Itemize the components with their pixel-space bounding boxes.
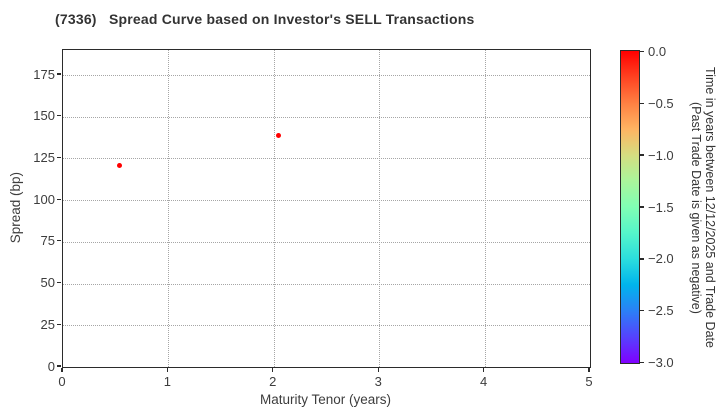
- y-tick: [56, 365, 61, 367]
- data-point: [275, 132, 281, 138]
- x-tick-label: 1: [163, 374, 172, 389]
- x-tick: [377, 367, 379, 372]
- x-tick: [588, 367, 590, 372]
- x-tick-label: 2: [269, 374, 277, 389]
- y-tick-label: 25: [40, 316, 55, 332]
- x-tick-label: 0: [58, 374, 66, 389]
- colorbar-tick: [640, 102, 644, 104]
- colorbar-tick: [640, 362, 644, 364]
- colorbar-tick-label: 0.0: [648, 43, 667, 59]
- y-gridline: [63, 116, 590, 118]
- colorbar-tick-label: −2.0: [648, 251, 674, 267]
- colorbar-tick-label: −1.0: [648, 147, 674, 163]
- data-point: [117, 162, 123, 168]
- x-gridline: [168, 50, 170, 367]
- colorbar-label-line2: (Past Trade Date is given as negative): [689, 101, 703, 314]
- y-axis-label: Spread (bp): [8, 171, 23, 244]
- y-tick: [56, 73, 61, 75]
- y-tick-label: 125: [33, 149, 55, 165]
- y-tick: [56, 240, 61, 242]
- colorbar-tick: [640, 258, 644, 260]
- colorbar-tick: [640, 50, 644, 52]
- y-tick-label: 75: [40, 233, 55, 249]
- colorbar-gradient: [620, 50, 640, 364]
- x-tick: [483, 367, 485, 372]
- y-tick: [56, 156, 61, 159]
- y-tick-label: 150: [33, 108, 55, 124]
- x-tick-label: 3: [374, 374, 382, 389]
- chart-title: (7336) Spread Curve based on Investor's …: [55, 11, 475, 27]
- y-gridline: [63, 200, 590, 202]
- x-tick: [166, 367, 168, 372]
- y-tick: [56, 323, 61, 325]
- x-axis-label: Maturity Tenor (years): [259, 392, 392, 407]
- colorbar-tick: [640, 310, 644, 312]
- x-tick: [272, 367, 274, 372]
- y-gridline: [63, 158, 590, 160]
- colorbar-tick-label: −1.5: [648, 199, 674, 215]
- x-tick-label: 5: [585, 374, 593, 389]
- colorbar-tick: [640, 206, 644, 208]
- y-gridline: [63, 75, 590, 77]
- y-tick-label: 50: [40, 275, 55, 291]
- y-tick-label: 100: [33, 191, 55, 207]
- y-tick: [56, 115, 61, 117]
- x-tick-label: 4: [479, 374, 488, 389]
- x-gridline: [484, 50, 486, 367]
- colorbar-label: Time in years between 12/12/2025 and Tra…: [689, 42, 717, 373]
- colorbar-label-line1: Time in years between 12/12/2025 and Tra…: [703, 67, 717, 348]
- colorbar-tick-label: −0.5: [648, 95, 674, 111]
- y-tick: [56, 198, 61, 200]
- y-tick: [56, 281, 61, 284]
- y-tick-label: 0: [47, 358, 55, 374]
- x-gridline: [379, 50, 381, 367]
- x-gridline: [273, 50, 275, 367]
- y-gridline: [63, 241, 590, 243]
- colorbar-tick-label: −3.0: [648, 355, 674, 371]
- y-tick-label: 175: [33, 66, 55, 82]
- x-tick: [61, 367, 63, 372]
- y-gridline: [63, 283, 590, 285]
- colorbar-tick-label: −2.5: [648, 303, 674, 319]
- y-gridline: [63, 325, 590, 327]
- plot-area: [62, 49, 591, 368]
- colorbar-tick: [640, 154, 644, 156]
